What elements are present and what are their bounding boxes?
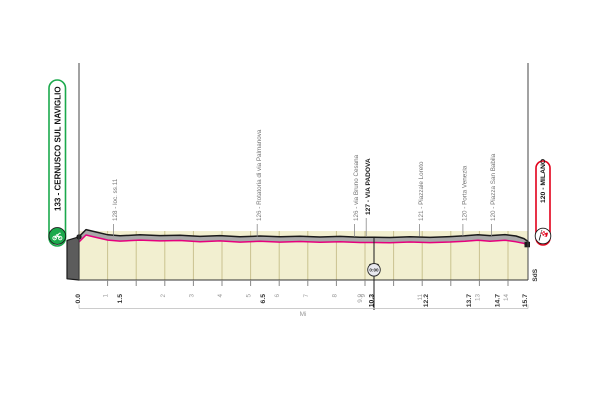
svg-text:128 - loc. ss.11: 128 - loc. ss.11 [112,178,119,221]
svg-text:120 - Porta Venezia: 120 - Porta Venezia [462,165,469,221]
svg-text:0.0: 0.0 [75,294,82,304]
svg-text:Mi: Mi [300,311,307,318]
svg-text:5: 5 [246,294,253,298]
svg-text:1.5: 1.5 [117,294,124,304]
svg-text:3: 3 [188,294,195,298]
svg-text:127 - VIA PADOVA: 127 - VIA PADOVA [365,158,372,215]
svg-text:126 - via Bruno Cesana: 126 - via Bruno Cesana [353,154,360,221]
svg-text:1: 1 [103,294,110,298]
svg-text:4: 4 [217,294,224,298]
svg-text:120 - Piazza San Babila: 120 - Piazza San Babila [490,153,497,221]
svg-text:2: 2 [160,294,167,298]
svg-text:6: 6 [274,294,281,298]
svg-text:13.7: 13.7 [466,294,473,307]
svg-text:14: 14 [503,294,510,302]
svg-text:133 - CERNUSCO SUL NAVIGLIO: 133 - CERNUSCO SUL NAVIGLIO [54,86,63,211]
svg-text:0:00: 0:00 [369,267,379,272]
svg-text:SdS: SdS [532,268,539,281]
svg-text:14.7: 14.7 [494,294,501,307]
svg-text:126 - Rotatoria di via Palmano: 126 - Rotatoria di via Palmanova [256,129,263,221]
svg-text:6.5: 6.5 [260,294,267,304]
svg-text:9.9: 9.9 [357,294,364,303]
svg-text:8: 8 [331,294,338,298]
svg-text:7: 7 [303,294,310,298]
svg-text:12.2: 12.2 [423,294,430,307]
svg-text:13: 13 [474,294,481,302]
svg-text:120 - MILANO: 120 - MILANO [540,159,547,203]
svg-text:121 - Piazzale Loreto: 121 - Piazzale Loreto [418,161,425,221]
svg-text:10.3: 10.3 [369,294,376,307]
